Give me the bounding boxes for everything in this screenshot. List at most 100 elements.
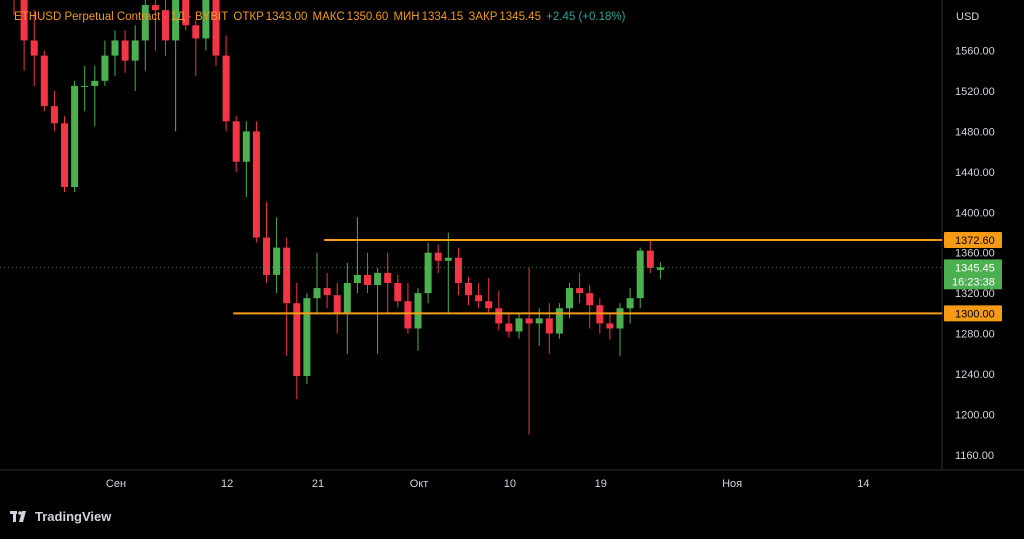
candle-body (293, 303, 301, 376)
candle[interactable] (465, 276, 472, 306)
y-tick-label: 1200.00 (955, 409, 995, 421)
low-value: 1334.15 (421, 11, 464, 23)
candle-body (333, 295, 341, 314)
candle[interactable] (656, 262, 664, 279)
candle[interactable] (131, 25, 139, 91)
candle-body (626, 298, 634, 309)
last-price-tag[interactable]: 1345.45 16:23:38 (944, 259, 1002, 290)
candle[interactable] (555, 303, 563, 339)
candle[interactable] (101, 40, 109, 86)
candle[interactable] (394, 274, 402, 308)
candle[interactable] (616, 303, 624, 356)
currency-label[interactable]: USD (956, 11, 980, 23)
candle[interactable] (333, 283, 341, 334)
price-tags-group: 1372.60 1300.00 1345.45 16:23:38 (944, 231, 1002, 322)
candle[interactable] (182, 0, 190, 31)
tradingview-icon (10, 510, 26, 522)
candle[interactable] (606, 313, 614, 340)
candle[interactable] (444, 232, 452, 314)
candle[interactable] (313, 252, 321, 314)
candle[interactable] (91, 65, 99, 127)
level-price-tag[interactable]: 1300.00 (944, 305, 1002, 322)
y-tick-label: 1320.00 (955, 288, 995, 300)
candle-body (131, 40, 139, 61)
candle[interactable] (273, 217, 281, 294)
level-lines-group (0, 238, 942, 315)
candle[interactable] (252, 121, 260, 243)
candle[interactable] (495, 291, 503, 331)
candle[interactable] (384, 252, 392, 314)
candle[interactable] (636, 247, 644, 309)
candle[interactable] (586, 285, 594, 329)
y-tick-label: 1560.00 (955, 46, 995, 58)
candle[interactable] (81, 65, 89, 112)
candle-body (505, 323, 513, 332)
candle[interactable] (596, 298, 604, 334)
candle-body (50, 106, 58, 124)
candle[interactable] (293, 283, 301, 400)
candle[interactable] (515, 313, 523, 339)
candle-body (20, 0, 28, 41)
candles-group (11, 0, 664, 435)
candle-body (212, 0, 220, 56)
price-axis[interactable]: 1160.00 1200.00 1240.00 1280.00 1320.00 1360.… (955, 46, 995, 462)
candle[interactable] (11, 0, 18, 16)
candle[interactable] (212, 0, 220, 66)
time-axis[interactable]: Сен 12 21 Окт 10 19 Ноя 14 (106, 478, 870, 490)
candle[interactable] (283, 237, 291, 356)
candle[interactable] (475, 283, 483, 309)
candle[interactable] (232, 116, 240, 172)
candle[interactable] (434, 244, 442, 273)
candle[interactable] (424, 242, 432, 304)
candle-body (273, 247, 281, 275)
candle[interactable] (343, 262, 351, 354)
candle[interactable] (353, 217, 361, 294)
x-tick-label: Сен (106, 478, 126, 490)
candle[interactable] (20, 0, 28, 71)
candle[interactable] (162, 0, 169, 56)
symbol-title[interactable]: ETHUSD Perpetual Contract · 1Д · BYBIT (14, 11, 229, 23)
candle[interactable] (71, 80, 79, 193)
candle[interactable] (414, 288, 422, 351)
candle-body (434, 252, 442, 261)
candle[interactable] (535, 308, 543, 346)
candle[interactable] (454, 247, 462, 296)
candle[interactable] (242, 121, 250, 198)
y-tick-label: 1360.00 (955, 248, 995, 260)
tradingview-logo[interactable]: TradingView (10, 509, 111, 524)
candle[interactable] (192, 20, 200, 76)
candle[interactable] (61, 116, 68, 193)
candle[interactable] (121, 30, 129, 73)
candle[interactable] (646, 240, 654, 273)
candle-body (606, 323, 614, 329)
candle[interactable] (172, 0, 180, 132)
candle[interactable] (141, 0, 149, 71)
candle[interactable] (30, 10, 38, 86)
candle[interactable] (626, 288, 634, 324)
open-label: ОТКР (233, 11, 264, 23)
candle[interactable] (525, 267, 533, 435)
level-price-tag[interactable]: 1372.60 (944, 231, 1002, 248)
candle-body (515, 318, 523, 332)
candle[interactable] (505, 313, 513, 338)
candle[interactable] (151, 0, 159, 51)
candle[interactable] (40, 50, 48, 112)
candle[interactable] (263, 202, 270, 284)
candle-body (101, 55, 109, 81)
candle[interactable] (485, 277, 493, 314)
candle[interactable] (222, 35, 230, 132)
y-tick-label: 1160.00 (955, 450, 994, 462)
candle[interactable] (364, 252, 371, 294)
candle[interactable] (545, 303, 553, 354)
candle[interactable] (576, 272, 584, 304)
candle[interactable] (323, 272, 331, 309)
candle[interactable] (404, 283, 412, 334)
candle[interactable] (374, 267, 382, 354)
candle[interactable] (202, 0, 210, 51)
candle-body (141, 5, 149, 41)
candle[interactable] (50, 90, 58, 132)
candle[interactable] (111, 30, 119, 76)
candle[interactable] (303, 293, 311, 385)
